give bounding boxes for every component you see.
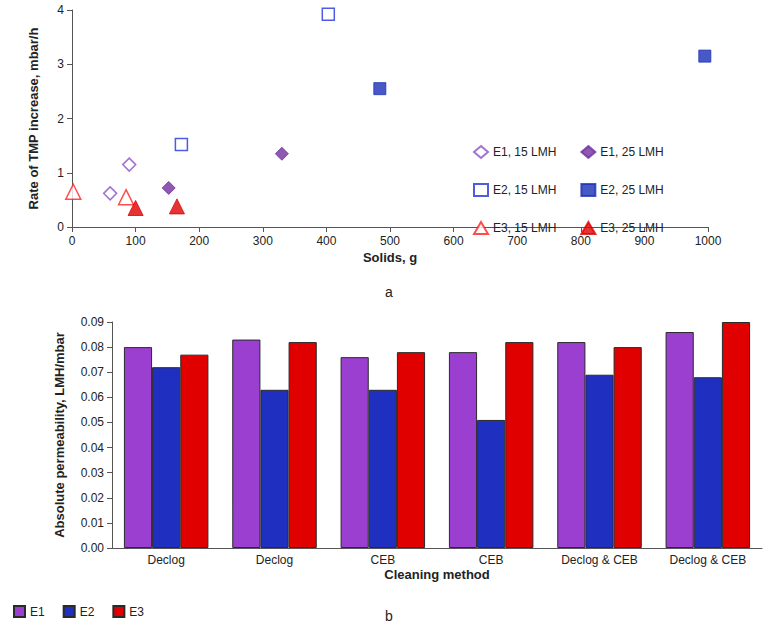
svg-text:2: 2	[57, 112, 64, 126]
svg-text:CEB: CEB	[479, 553, 504, 567]
svg-text:0.08: 0.08	[81, 340, 105, 354]
svg-text:CEB: CEB	[370, 553, 395, 567]
svg-text:0.07: 0.07	[81, 365, 105, 379]
svg-text:Absolute permeability, LMH/mba: Absolute permeability, LMH/mbar	[52, 332, 67, 538]
svg-text:0: 0	[69, 234, 76, 248]
svg-text:E1, 25 LMH: E1, 25 LMH	[600, 145, 663, 159]
svg-text:600: 600	[444, 234, 464, 248]
svg-text:Declog: Declog	[256, 553, 293, 567]
svg-text:Declog & CEB: Declog & CEB	[669, 553, 746, 567]
svg-text:800: 800	[571, 234, 591, 248]
svg-text:0.01: 0.01	[81, 516, 105, 530]
svg-text:E3: E3	[129, 605, 144, 619]
svg-text:4: 4	[57, 3, 64, 17]
svg-text:E3, 25 LMH: E3, 25 LMH	[600, 221, 663, 235]
svg-text:400: 400	[316, 234, 336, 248]
svg-text:Declog & CEB: Declog & CEB	[561, 553, 638, 567]
svg-text:E1: E1	[30, 605, 45, 619]
svg-text:0.09: 0.09	[81, 315, 105, 329]
svg-text:500: 500	[380, 234, 400, 248]
svg-text:300: 300	[253, 234, 273, 248]
svg-text:Solids, g: Solids, g	[363, 250, 417, 265]
svg-text:0.06: 0.06	[81, 390, 105, 404]
svg-text:Rate of TMP increase, mbar/h: Rate of TMP increase, mbar/h	[26, 28, 41, 210]
svg-text:200: 200	[189, 234, 209, 248]
svg-text:Declog: Declog	[147, 553, 184, 567]
svg-text:700: 700	[507, 234, 527, 248]
svg-text:E2: E2	[80, 605, 95, 619]
svg-text:1000: 1000	[695, 234, 722, 248]
svg-text:1: 1	[57, 166, 64, 180]
svg-text:0.03: 0.03	[81, 466, 105, 480]
svg-text:0.02: 0.02	[81, 491, 105, 505]
svg-text:900: 900	[634, 234, 654, 248]
svg-text:b: b	[385, 608, 393, 624]
svg-text:E2, 25 LMH: E2, 25 LMH	[600, 183, 663, 197]
svg-text:a: a	[385, 284, 393, 300]
svg-text:100: 100	[126, 234, 146, 248]
svg-text:0.00: 0.00	[81, 541, 105, 555]
svg-text:E1, 15 LMH: E1, 15 LMH	[493, 145, 556, 159]
svg-text:E2, 15 LMH: E2, 15 LMH	[493, 183, 556, 197]
svg-text:Cleaning method: Cleaning method	[384, 567, 490, 582]
svg-text:0.05: 0.05	[81, 415, 105, 429]
svg-text:E3, 15 LMH: E3, 15 LMH	[493, 221, 556, 235]
svg-text:3: 3	[57, 57, 64, 71]
svg-text:0.04: 0.04	[81, 441, 105, 455]
svg-text:0: 0	[57, 220, 64, 234]
